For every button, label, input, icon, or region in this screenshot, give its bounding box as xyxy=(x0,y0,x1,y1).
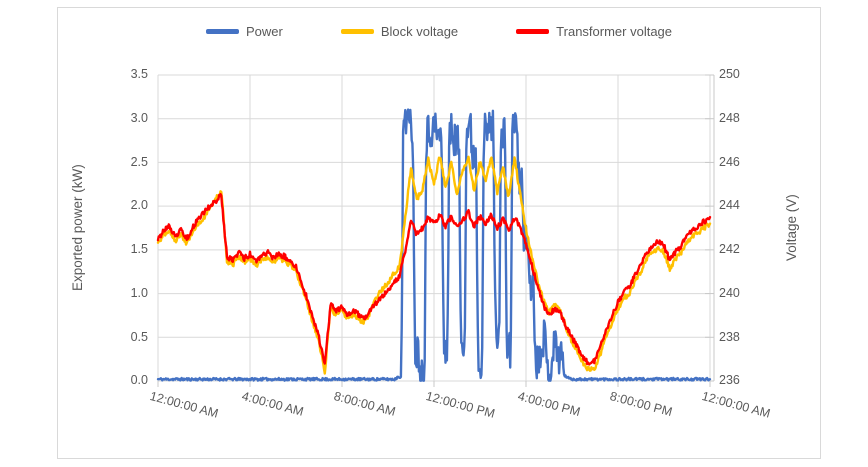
left-axis-tick: 0.5 xyxy=(130,330,148,344)
right-axis-tick: 250 xyxy=(719,67,740,81)
left-axis-tick: 1.5 xyxy=(130,242,148,256)
right-axis-tick: 240 xyxy=(719,286,740,300)
block-voltage-series-line[interactable] xyxy=(156,155,712,375)
transformer-voltage-series-line[interactable] xyxy=(156,192,712,366)
legend-label-power: Power xyxy=(245,24,283,39)
legend-label-transformer-voltage: Transformer voltage xyxy=(556,24,673,39)
legend-item-power[interactable]: Power xyxy=(205,24,283,39)
left-axis-tick: 2.0 xyxy=(130,198,148,212)
right-axis-tick: 248 xyxy=(719,111,740,125)
legend: Power Block voltage Transformer voltage xyxy=(57,24,821,39)
power-series-line[interactable] xyxy=(156,108,712,382)
right-axis-tick: 238 xyxy=(719,330,740,344)
left-axis-tick: 2.5 xyxy=(130,155,148,169)
legend-item-transformer-voltage[interactable]: Transformer voltage xyxy=(516,24,672,39)
left-axis-tick: 3.0 xyxy=(130,111,148,125)
power-swatch-icon xyxy=(205,29,239,34)
right-axis-tick: 236 xyxy=(719,373,740,387)
legend-item-block-voltage[interactable]: Block voltage xyxy=(340,24,459,39)
left-axis-tick: 1.0 xyxy=(130,286,148,300)
legend-label-block-voltage: Block voltage xyxy=(380,24,459,39)
right-axis-tick: 244 xyxy=(719,198,740,212)
right-axis-tick: 242 xyxy=(719,242,740,256)
left-axis-tick: 0.0 xyxy=(130,373,148,387)
block-voltage-swatch-icon xyxy=(340,29,374,34)
left-axis-tick: 3.5 xyxy=(130,67,148,81)
right-axis-tick: 246 xyxy=(719,155,740,169)
transformer-voltage-swatch-icon xyxy=(516,29,550,34)
